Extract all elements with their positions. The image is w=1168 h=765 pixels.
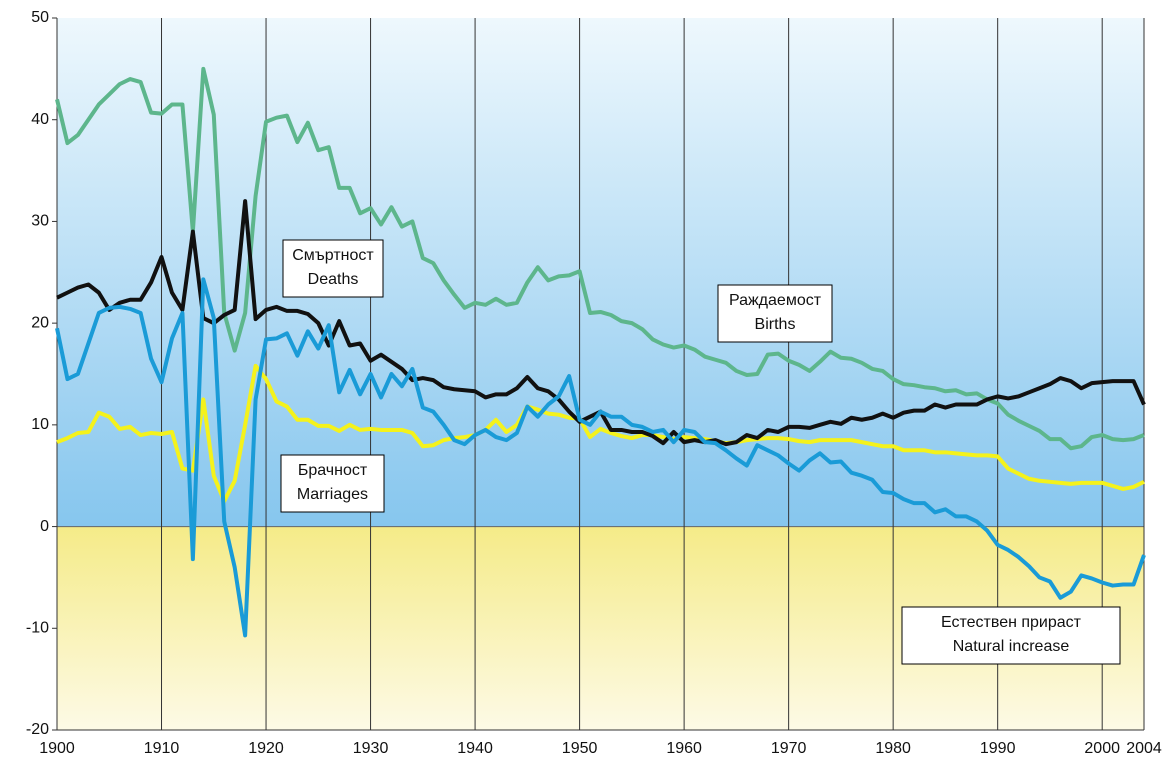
series-label: Marriages bbox=[297, 486, 368, 503]
series-line bbox=[56, 363, 1145, 504]
series-label: Раждаемост bbox=[729, 292, 822, 309]
x-tick-label: 2000 bbox=[1084, 740, 1120, 757]
series-label: Natural increase bbox=[953, 638, 1070, 655]
label-box bbox=[282, 239, 384, 298]
x-tick-label: 1960 bbox=[666, 740, 702, 757]
series-line bbox=[55, 66, 1145, 451]
x-tick-label: 2004 bbox=[1126, 740, 1162, 757]
y-tick-label: 30 bbox=[31, 213, 49, 230]
series-line bbox=[55, 277, 1146, 638]
y-tick-label: 40 bbox=[31, 111, 49, 128]
x-tick-label: 1940 bbox=[457, 740, 493, 757]
x-tick-label: 1980 bbox=[875, 740, 911, 757]
x-tick-label: 1970 bbox=[771, 740, 807, 757]
y-tick-label: 10 bbox=[31, 416, 49, 433]
series-label: Births bbox=[755, 316, 796, 333]
x-tick-label: 1950 bbox=[562, 740, 598, 757]
x-tick-label: 1930 bbox=[353, 740, 389, 757]
label-box bbox=[717, 284, 833, 343]
x-tick-label: 1990 bbox=[980, 740, 1016, 757]
y-tick-label: 50 bbox=[31, 9, 49, 26]
x-tick-label: 1910 bbox=[144, 740, 180, 757]
series-label: Естествен прираст bbox=[941, 614, 1082, 631]
x-tick-label: 1920 bbox=[248, 740, 284, 757]
series-label: Deaths bbox=[308, 271, 359, 288]
y-tick-label: -10 bbox=[26, 620, 49, 637]
series-label: Брачност bbox=[298, 462, 368, 479]
series-label: Смъртност bbox=[292, 247, 374, 264]
y-tick-label: 0 bbox=[40, 518, 49, 535]
y-tick-label: -20 bbox=[26, 721, 49, 738]
label-box bbox=[280, 454, 385, 513]
x-tick-label: 1900 bbox=[39, 740, 75, 757]
label-box bbox=[901, 606, 1121, 665]
y-tick-label: 20 bbox=[31, 314, 49, 331]
